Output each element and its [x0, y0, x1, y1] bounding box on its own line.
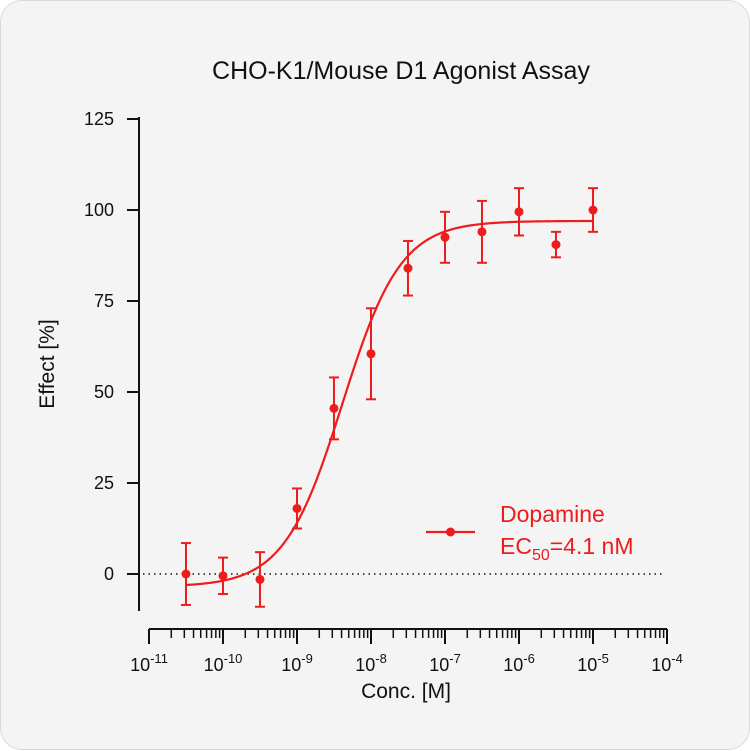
x-tick-label: 10-9	[281, 651, 313, 675]
y-tick-label: 50	[94, 382, 114, 402]
x-tick-label: 10-10	[204, 651, 243, 675]
legend: Dopamine EC50=4.1 nM	[426, 501, 634, 564]
data-point	[588, 187, 598, 233]
data-point-marker	[329, 403, 339, 413]
data-point-marker	[514, 207, 524, 217]
dopamine-fit-curve	[185, 219, 593, 587]
data-point	[514, 187, 524, 237]
data-point-marker	[181, 569, 191, 579]
dopamine-data-points	[180, 187, 598, 608]
x-tick-label: 10-11	[130, 651, 168, 675]
data-point-marker	[218, 571, 228, 581]
y-tick-label: 25	[94, 473, 114, 493]
data-point	[292, 487, 302, 530]
x-tick-label: 10-7	[429, 651, 461, 675]
data-point-marker	[366, 349, 376, 359]
legend-ec50-prefix: EC	[500, 533, 532, 559]
x-axis-title: Conc. [M]	[361, 680, 451, 703]
y-tick-label: 75	[94, 291, 114, 311]
x-tick-label: 10-5	[577, 651, 609, 675]
legend-ec50-label: EC50=4.1 nM	[500, 533, 634, 564]
legend-ec50-subscript: 50	[532, 547, 550, 564]
legend-series-name: Dopamine	[500, 501, 605, 527]
data-point-marker	[255, 574, 265, 584]
x-tick-label: 10-8	[355, 651, 387, 675]
data-point	[366, 307, 376, 401]
x-tick-label: 10-4	[651, 651, 683, 675]
y-axis-ticks: 0 25 50 75 100 125	[84, 109, 139, 584]
y-tick-label: 0	[104, 564, 114, 584]
data-point-marker	[477, 227, 487, 237]
data-point	[254, 551, 265, 608]
data-point	[440, 210, 450, 264]
data-point	[180, 542, 191, 606]
y-axis-title: Effect [%]	[36, 319, 59, 409]
data-point-marker	[551, 240, 561, 250]
data-point	[328, 376, 339, 441]
data-point-marker	[292, 503, 302, 513]
data-point	[476, 199, 487, 264]
legend-ec50-value: =4.1 nM	[550, 533, 634, 559]
data-point	[402, 239, 413, 297]
data-point-marker	[440, 232, 450, 242]
data-point	[550, 230, 561, 259]
data-point-marker	[588, 205, 598, 215]
x-axis-ticks: 10-11 10-10 10-9 10-8 10-7 10-6 10-5 10-4	[130, 629, 683, 675]
x-tick-label: 10-6	[503, 651, 535, 675]
data-point	[218, 556, 228, 596]
data-point-marker	[403, 263, 413, 273]
chart-title: CHO-K1/Mouse D1 Agonist Assay	[212, 57, 590, 85]
legend-dot-marker	[446, 527, 455, 537]
y-tick-label: 100	[84, 200, 114, 220]
y-tick-label: 125	[84, 109, 114, 129]
